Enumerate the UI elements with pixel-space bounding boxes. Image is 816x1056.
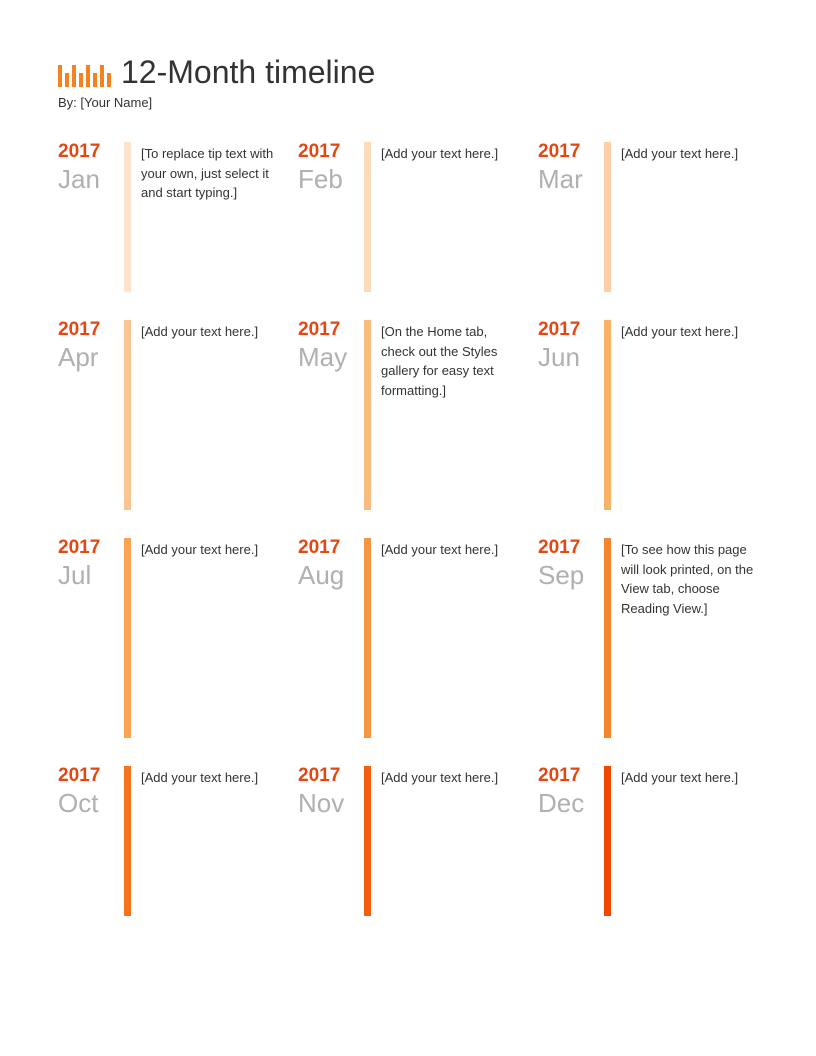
cell-label: 2017May: [298, 320, 354, 510]
header: 12-Month timeline: [58, 54, 758, 91]
timeline-cell: 2017Jan [To replace tip text with your ow…: [58, 142, 278, 292]
month-label: Feb: [298, 165, 354, 194]
cell-label: 2017Jan: [58, 142, 114, 292]
page-title: 12-Month timeline: [121, 54, 375, 91]
month-label: Nov: [298, 789, 354, 818]
cell-label: 2017Jul: [58, 538, 114, 738]
cell-text[interactable]: [Add your text here.]: [621, 142, 758, 292]
month-label: Jul: [58, 561, 114, 590]
cell-label: 2017Dec: [538, 766, 594, 916]
logo-bar: [86, 65, 90, 87]
timeline-cell: 2017Aug [Add your text here.]: [298, 538, 518, 738]
cell-text[interactable]: [To replace tip text with your own, just…: [141, 142, 278, 292]
timeline-cell: 2017Jun [Add your text here.]: [538, 320, 758, 510]
cell-label: 2017Feb: [298, 142, 354, 292]
cell-text[interactable]: [Add your text here.]: [621, 320, 758, 510]
cell-label: 2017Aug: [298, 538, 354, 738]
divider-bar: [604, 538, 611, 738]
divider-bar: [364, 766, 371, 916]
timeline-cell: 2017Feb [Add your text here.]: [298, 142, 518, 292]
year-label: 2017: [298, 538, 354, 559]
month-label: May: [298, 343, 354, 372]
cell-text[interactable]: [Add your text here.]: [381, 142, 518, 292]
logo-bar: [79, 73, 83, 87]
divider-bar: [364, 320, 371, 510]
cell-text[interactable]: [Add your text here.]: [381, 766, 518, 916]
cell-text[interactable]: [Add your text here.]: [141, 766, 278, 916]
year-label: 2017: [298, 142, 354, 163]
cell-label: 2017Jun: [538, 320, 594, 510]
timeline-cell: 2017Jul [Add your text here.]: [58, 538, 278, 738]
divider-bar: [124, 538, 131, 738]
month-label: Sep: [538, 561, 594, 590]
byline: By: [Your Name]: [58, 95, 758, 110]
cell-label: 2017Oct: [58, 766, 114, 916]
cell-text[interactable]: [Add your text here.]: [141, 320, 278, 510]
timeline-cell: 2017May [On the Home tab, check out the S…: [298, 320, 518, 510]
year-label: 2017: [58, 766, 114, 787]
timeline-cell: 2017Apr [Add your text here.]: [58, 320, 278, 510]
month-label: Jun: [538, 343, 594, 372]
month-label: Dec: [538, 789, 594, 818]
cell-text[interactable]: [Add your text here.]: [381, 538, 518, 738]
year-label: 2017: [538, 320, 594, 341]
divider-bar: [364, 538, 371, 738]
cell-label: 2017Mar: [538, 142, 594, 292]
month-label: Oct: [58, 789, 114, 818]
month-label: Mar: [538, 165, 594, 194]
divider-bar: [604, 142, 611, 292]
year-label: 2017: [298, 766, 354, 787]
cell-text[interactable]: [On the Home tab, check out the Styles g…: [381, 320, 518, 510]
year-label: 2017: [538, 142, 594, 163]
cell-label: 2017Sep: [538, 538, 594, 738]
logo-bar: [65, 73, 69, 87]
logo-bar: [58, 65, 62, 87]
month-label: Apr: [58, 343, 114, 372]
timeline-cell: 2017Mar [Add your text here.]: [538, 142, 758, 292]
logo-bar: [93, 73, 97, 87]
divider-bar: [124, 320, 131, 510]
year-label: 2017: [298, 320, 354, 341]
year-label: 2017: [58, 320, 114, 341]
month-label: Jan: [58, 165, 114, 194]
month-label: Aug: [298, 561, 354, 590]
logo-bar: [100, 65, 104, 87]
cell-text[interactable]: [Add your text here.]: [141, 538, 278, 738]
cell-label: 2017Nov: [298, 766, 354, 916]
timeline-cell: 2017Sep [To see how this page will look p…: [538, 538, 758, 738]
timeline-cell: 2017Nov [Add your text here.]: [298, 766, 518, 916]
divider-bar: [604, 766, 611, 916]
logo-icon: [58, 59, 111, 87]
cell-text[interactable]: [Add your text here.]: [621, 766, 758, 916]
divider-bar: [364, 142, 371, 292]
year-label: 2017: [538, 538, 594, 559]
divider-bar: [124, 766, 131, 916]
year-label: 2017: [58, 142, 114, 163]
timeline-cell: 2017Dec [Add your text here.]: [538, 766, 758, 916]
timeline-grid: 2017Jan[To replace tip text with your ow…: [58, 142, 758, 916]
year-label: 2017: [538, 766, 594, 787]
divider-bar: [604, 320, 611, 510]
cell-label: 2017Apr: [58, 320, 114, 510]
logo-bar: [107, 73, 111, 87]
cell-text[interactable]: [To see how this page will look printed,…: [621, 538, 758, 738]
logo-bar: [72, 65, 76, 87]
year-label: 2017: [58, 538, 114, 559]
timeline-cell: 2017Oct [Add your text here.]: [58, 766, 278, 916]
divider-bar: [124, 142, 131, 292]
